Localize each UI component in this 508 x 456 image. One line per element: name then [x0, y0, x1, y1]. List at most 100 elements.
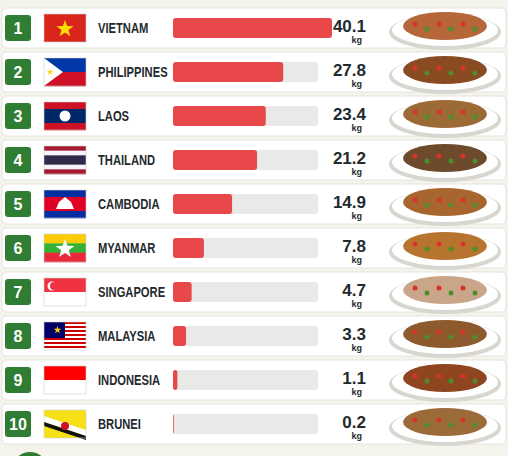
- food-garnish: [449, 27, 454, 32]
- food-garnish: [449, 115, 454, 120]
- flag-stripe: [44, 151, 86, 156]
- country-label: INDONESIA: [98, 373, 160, 388]
- flag-band: [44, 422, 86, 440]
- flag-stripe: [44, 340, 86, 342]
- food-garnish: [425, 335, 430, 340]
- country-label: THAILAND: [98, 153, 155, 168]
- row-card: [2, 228, 506, 268]
- food-garnish: [461, 286, 466, 291]
- food-garnish: [461, 198, 466, 203]
- food-garnish: [449, 335, 454, 340]
- food-garnish: [473, 423, 478, 428]
- flag-stripe: [44, 366, 86, 380]
- bar: [173, 194, 232, 214]
- food-garnish: [413, 66, 418, 71]
- unit-label: kg: [351, 387, 362, 397]
- food-garnish: [461, 154, 466, 159]
- flag-stripe: [44, 338, 86, 340]
- rank-label: 9: [14, 372, 23, 389]
- row: 7SINGAPORE4.7kg: [2, 272, 506, 314]
- rank-badge: [5, 103, 31, 129]
- flag: [44, 14, 86, 42]
- flag-stripe: [44, 211, 86, 218]
- food-garnish: [437, 330, 442, 335]
- row: 9INDONESIA1.1kg: [2, 360, 506, 402]
- flag-border: [44, 278, 86, 306]
- flag-stripe: [44, 292, 86, 306]
- food-garnish: [461, 374, 466, 379]
- bar: [173, 62, 283, 82]
- food-garnish: [437, 242, 442, 247]
- bar-track: [173, 150, 318, 170]
- data-label: 27.8: [333, 61, 366, 80]
- food-garnish: [473, 247, 478, 252]
- flag-border: [44, 190, 86, 218]
- flag-stripe: [44, 346, 86, 348]
- unit-label: kg: [351, 431, 362, 441]
- flag-field: [44, 14, 86, 42]
- unit-label: kg: [351, 35, 362, 45]
- food-garnish: [473, 27, 478, 32]
- flag-stripe: [44, 380, 86, 394]
- rank-badge: [5, 15, 31, 41]
- flag: [44, 278, 86, 306]
- flag-stripe: [44, 190, 86, 197]
- rank-label: 2: [14, 64, 23, 81]
- bar: [173, 414, 174, 434]
- flag-border: [44, 146, 86, 174]
- food: [403, 144, 487, 172]
- bar: [173, 326, 186, 346]
- bar-track: [173, 282, 318, 302]
- bar: [173, 150, 257, 170]
- food-garnish: [461, 110, 466, 115]
- food-garnish: [437, 418, 442, 423]
- food-garnish: [473, 335, 478, 340]
- flag: [44, 190, 86, 218]
- flag: [44, 234, 86, 262]
- food-image: [389, 232, 501, 270]
- food-garnish: [449, 291, 454, 296]
- food-garnish: [425, 203, 430, 208]
- food-garnish: [425, 291, 430, 296]
- flag-stripe: [44, 160, 86, 165]
- flag-stripe: [44, 165, 86, 170]
- bar: [173, 18, 332, 38]
- data-label: 0.2: [342, 413, 366, 432]
- flag: [44, 102, 86, 130]
- rows: 1VIETNAM40.1kg2PHILIPPINES27.8kg3LAOS23.…: [2, 8, 506, 446]
- food-garnish: [413, 198, 418, 203]
- flag: [44, 366, 86, 394]
- flag-stripe: [44, 123, 86, 130]
- row: 8MALAYSIA3.3kg: [2, 316, 506, 358]
- unit-label: kg: [351, 255, 362, 265]
- flag-circle: [60, 111, 71, 122]
- row: 10BRUNEI0.2kg: [2, 404, 506, 446]
- flag-stripe: [44, 342, 86, 344]
- chart: 1VIETNAM40.1kg2PHILIPPINES27.8kg3LAOS23.…: [0, 0, 508, 456]
- bar-track: [173, 194, 318, 214]
- food-garnish: [413, 418, 418, 423]
- flag-stripe: [44, 146, 86, 151]
- rank-label: 5: [14, 196, 23, 213]
- food-garnish: [437, 154, 442, 159]
- country-label: PHILIPPINES: [98, 65, 168, 80]
- unit-label: kg: [351, 79, 362, 89]
- food-garnish: [413, 242, 418, 247]
- food-garnish: [413, 286, 418, 291]
- flag-star: [56, 20, 73, 36]
- row: 2 PHILIPPINES 27.8kg: [2, 52, 506, 94]
- flag-stripe: [44, 278, 86, 292]
- unit-label: kg: [351, 299, 362, 309]
- food-image: [389, 320, 501, 358]
- food: [403, 320, 487, 348]
- food-garnish: [473, 159, 478, 164]
- rank-label: 1: [14, 20, 23, 37]
- background: [0, 0, 508, 456]
- food-garnish: [449, 159, 454, 164]
- food-garnish: [461, 66, 466, 71]
- bar: [173, 106, 266, 126]
- food-garnish: [413, 374, 418, 379]
- flag: [44, 410, 86, 440]
- food-garnish: [473, 71, 478, 76]
- food-garnish: [461, 418, 466, 423]
